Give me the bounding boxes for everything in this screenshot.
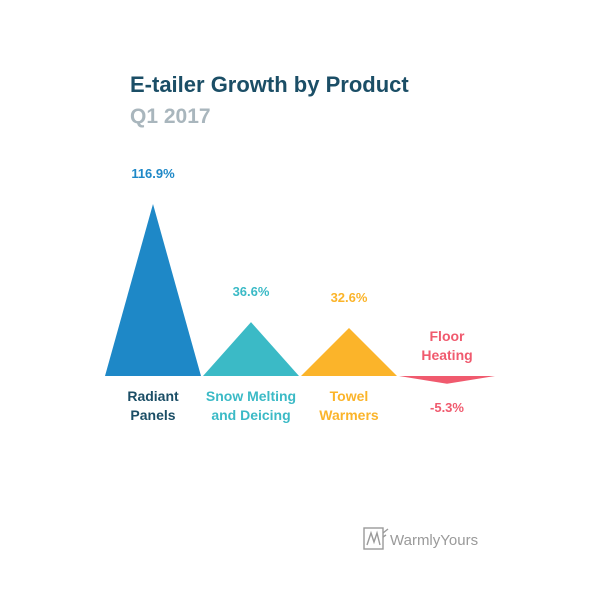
bar-snow-melting-and-deicing <box>203 322 299 376</box>
value-label-radiant-panels: 116.9% <box>131 166 175 181</box>
brand-logo: WarmlyYours <box>363 527 478 550</box>
category-label-snow-melting-and-deicing: Snow Melting and Deicing <box>206 388 296 423</box>
category-label-towel-warmers: Towel Warmers <box>319 388 379 423</box>
chart-marks: 116.9% Radiant Panels 36.6% Snow Melting and … <box>105 166 495 423</box>
logo-text: WarmlyYours <box>390 532 478 549</box>
chart-subtitle: Q1 2017 <box>130 105 211 128</box>
value-label-towel-warmers: 32.6% <box>331 290 368 305</box>
category-label-floor-heating: Floor Heating <box>421 328 472 363</box>
warmlyyours-logo-icon <box>363 527 389 550</box>
value-label-snow-melting-and-deicing: 36.6% <box>233 284 270 299</box>
bar-floor-heating <box>399 376 495 384</box>
chart-title: E-tailer Growth by Product <box>130 72 409 97</box>
category-label-radiant-panels: Radiant Panels <box>127 388 179 423</box>
value-label-floor-heating: -5.3% <box>430 400 464 415</box>
bar-radiant-panels <box>105 204 201 376</box>
bar-towel-warmers <box>301 328 397 376</box>
